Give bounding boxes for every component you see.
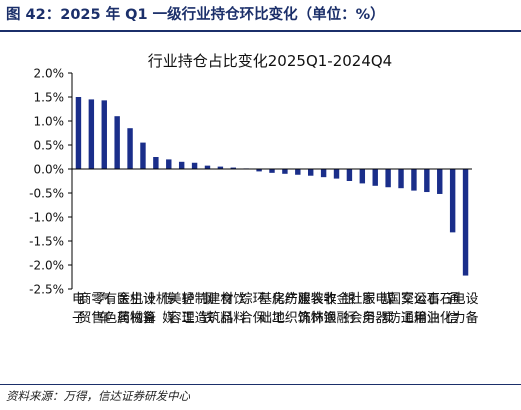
x-tick-label: 钢铁 — [201, 292, 214, 326]
x-tick-label: 通信 — [446, 292, 459, 326]
footer-rule — [0, 384, 521, 385]
x-tick-label: 机械设备 — [130, 292, 156, 326]
y-tick-label: -2.5% — [29, 283, 64, 297]
x-tick-label: 环保 — [253, 292, 266, 326]
x-tick-label: 有色金属 — [104, 291, 130, 326]
x-tick-label: 美容护理 — [169, 292, 195, 326]
chart-title: 行业持仓占比变化2025Q1-2024Q4 — [148, 52, 392, 70]
x-tick-label: 家用电器 — [362, 291, 388, 326]
bar-汽车 — [101, 100, 107, 169]
x-tick-label: 石油石化 — [427, 292, 453, 326]
bar-银行 — [346, 169, 353, 181]
y-tick-label: 1.5% — [34, 91, 65, 105]
bar-商贸零售 — [88, 99, 95, 169]
source-note: 资料来源：万得，信达证券研发中心 — [6, 389, 190, 403]
figure-title: 图 42：2025 年 Q1 一级行业持仓环比变化（单位：%） — [6, 7, 385, 23]
bar-有色金属 — [114, 116, 120, 169]
bar-农林牧渔 — [320, 169, 327, 178]
x-tick-label: 农林牧渔 — [311, 292, 337, 326]
y-tick-label: 0.5% — [34, 139, 65, 153]
bar-建筑材料 — [217, 166, 224, 169]
bar-传媒 — [166, 159, 172, 169]
title-underline — [0, 30, 521, 32]
bar-交通运输 — [411, 169, 417, 191]
x-tick-label: 商贸零售 — [78, 292, 104, 326]
x-axis-labels: 电子商贸零售汽车有色金属医药生物机械设备计算机传媒美容护理轻工制造钢铁建筑材料食… — [72, 291, 479, 326]
x-tick-label: 公用事业 — [414, 292, 440, 326]
bar-纺织服饰 — [295, 169, 301, 175]
x-tick-label: 建筑材料 — [207, 292, 233, 326]
bar-社会服务 — [359, 169, 366, 184]
bar-国防军工 — [398, 169, 404, 189]
bar-电子 — [75, 97, 82, 169]
x-tick-label: 纺织服饰 — [285, 292, 311, 326]
y-tick-label: 2.0% — [34, 67, 65, 81]
x-tick-label: 国防军工 — [388, 292, 414, 326]
bar-家用电器 — [372, 169, 378, 186]
x-tick-label: 煤炭 — [382, 292, 395, 326]
x-tick-label: 食品饮料 — [220, 291, 246, 326]
bar-美容护理 — [178, 161, 185, 169]
bar-医药生物 — [127, 128, 133, 169]
bar-环保 — [256, 169, 262, 172]
bar-公用事业 — [424, 169, 430, 193]
y-tick-label: -2.0% — [29, 259, 64, 273]
x-tick-label: 计算机 — [143, 292, 169, 326]
x-tick-label: 非银金融 — [324, 291, 350, 326]
bar-钢铁 — [204, 165, 211, 169]
x-tick-label: 医药生物 — [117, 292, 143, 326]
bar-轻工制造 — [191, 162, 198, 169]
bar-石油石化 — [437, 169, 443, 194]
y-tick-label: 1.0% — [34, 115, 65, 129]
bar-电力设备 — [462, 169, 469, 276]
bar-非银金融 — [333, 169, 340, 179]
x-tick-label: 汽车 — [98, 292, 111, 326]
y-tick-label: -1.5% — [29, 235, 64, 249]
bar-chart: 行业持仓占比变化2025Q1-2024Q4 2.0% 1.5% 1.0% 0.5% 0.… — [29, 52, 479, 326]
y-tick-label: -1.0% — [29, 211, 64, 225]
x-tick-label: 轻工制造 — [182, 292, 208, 326]
bar-基础化工 — [269, 169, 275, 173]
bar-计算机 — [153, 157, 159, 169]
x-tick-label: 综合 — [240, 292, 253, 326]
x-tick-label: 社会服务 — [349, 291, 375, 326]
y-tick-label: 0.0% — [34, 163, 65, 177]
bar-机械设备 — [140, 142, 146, 169]
y-tick-label: -0.5% — [29, 187, 64, 201]
bar-通信 — [449, 169, 456, 233]
bar-食品饮料 — [230, 167, 236, 169]
x-tick-label: 基础化工 — [259, 292, 285, 326]
x-tick-label: 交通运输 — [401, 291, 427, 326]
x-tick-label: 电子 — [72, 292, 85, 326]
bars — [75, 97, 469, 276]
x-tick-label: 传媒 — [162, 292, 175, 326]
bar-建筑装饰 — [308, 169, 314, 176]
x-tick-label: 建筑装饰 — [298, 292, 324, 326]
y-axis: 2.0% 1.5% 1.0% 0.5% 0.0% -0.5% -1.0% -1.5% -2.0%… — [29, 67, 73, 297]
bar-房地产 — [282, 169, 288, 174]
bar-煤炭 — [385, 169, 391, 188]
x-tick-label: 电力设备 — [453, 292, 479, 326]
x-tick-label: 银行 — [343, 292, 356, 326]
x-tick-label: 房地产 — [272, 291, 298, 326]
